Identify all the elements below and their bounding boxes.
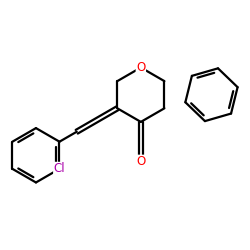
Text: O: O <box>136 155 145 168</box>
Text: O: O <box>136 61 145 74</box>
Text: Cl: Cl <box>54 162 65 175</box>
